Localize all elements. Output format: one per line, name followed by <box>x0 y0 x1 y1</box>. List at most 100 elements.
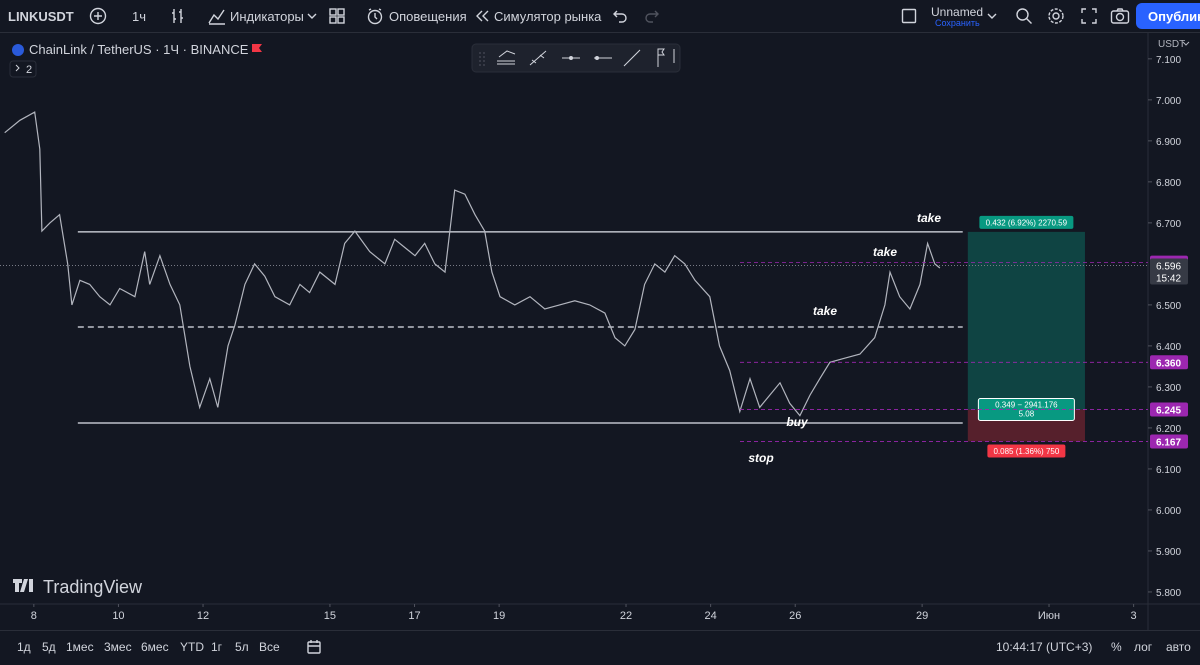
range-button[interactable]: YTD <box>180 640 204 654</box>
annotations: take take take buy stop <box>748 211 941 465</box>
publish[interactable]: Опубликовать <box>1148 9 1200 24</box>
currency[interactable]: USDT <box>1158 39 1185 50</box>
redo-icon[interactable] <box>644 8 660 24</box>
price-line <box>4 111 941 417</box>
y-tick-label: 6.800 <box>1156 178 1181 189</box>
x-tick-label: 24 <box>705 610 717 622</box>
range-button[interactable]: Все <box>259 640 280 654</box>
y-tick-label: 6.000 <box>1156 506 1181 517</box>
y-tick-label: 6.900 <box>1156 137 1181 148</box>
range-button[interactable]: 1д <box>17 640 31 654</box>
brand: TradingView <box>13 577 143 597</box>
x-tick-label: 15 <box>324 610 336 622</box>
indicator-count-box[interactable] <box>9 60 37 78</box>
last-price-label: 6.596 <box>1156 262 1181 273</box>
y-tick-label: 6.100 <box>1156 465 1181 476</box>
y-tick-label: 6.200 <box>1156 424 1181 435</box>
x-tick-label: Июн <box>1038 610 1060 622</box>
alerts[interactable]: Оповещения <box>389 9 467 24</box>
snapshot-icon[interactable] <box>1110 7 1130 25</box>
tool-icon[interactable] <box>497 50 516 65</box>
tool-icon[interactable] <box>623 49 641 67</box>
range-button[interactable]: 1мес <box>66 640 94 654</box>
currency-chevron[interactable] <box>1182 41 1190 46</box>
range-button[interactable]: 5д <box>42 640 56 654</box>
x-tick-label: 22 <box>620 610 632 622</box>
indicator-count[interactable]: 2 <box>26 64 32 76</box>
annotation[interactable]: take <box>873 245 897 259</box>
bottom-toolbar: 1д 5д 1мес 3мес 6мес YTD 1г 5л Все 10:44:17 (UTC… <box>0 630 1200 665</box>
chart: USDT ChainLink / TetherUS · 1Ч · BINANCE… <box>0 33 1200 630</box>
price-badge <box>1150 434 1188 449</box>
flag <box>252 44 262 52</box>
range-button[interactable]: 5л <box>235 640 249 654</box>
annotation[interactable]: buy <box>786 415 809 429</box>
ratio-label: 5.08 <box>1019 409 1035 418</box>
price-badge-label: 6.245 <box>1156 405 1181 416</box>
tool-icon[interactable] <box>657 48 675 67</box>
date-range-icon[interactable] <box>306 639 322 655</box>
tool-icon-dot <box>595 56 599 60</box>
symbol-logo <box>12 44 24 56</box>
settings-icon[interactable] <box>1047 7 1065 25</box>
legend-title: ChainLink / TetherUS · 1Ч · BINANCE <box>29 42 249 57</box>
percent[interactable]: % <box>1111 640 1122 654</box>
drawing-toolbar <box>471 43 681 73</box>
x-tick-label: 19 <box>493 610 505 622</box>
price-badge <box>1150 402 1188 417</box>
y-tick-label: 7.000 <box>1156 96 1181 107</box>
tool-icon[interactable] <box>529 50 547 66</box>
x-tick-label: 10 <box>112 610 124 622</box>
x-tick-label: 3 <box>1131 610 1137 622</box>
range-button[interactable]: 6мес <box>141 640 169 654</box>
chevron-icon[interactable] <box>306 10 318 22</box>
replay-icon[interactable] <box>474 9 490 23</box>
y-tick-label: 6.500 <box>1156 301 1181 312</box>
clock[interactable]: 10:44:17 (UTC+3) <box>996 640 1093 654</box>
countdown: 15:42 <box>1156 274 1181 285</box>
y-tick-label: 6.700 <box>1156 219 1181 230</box>
indicator-chevron[interactable] <box>15 64 20 72</box>
annotation[interactable]: take <box>917 211 941 225</box>
range-button[interactable]: 3мес <box>104 640 132 654</box>
annotation[interactable]: take <box>813 304 837 318</box>
x-tick-label: 26 <box>789 610 801 622</box>
price-badge-label: 6.360 <box>1156 358 1181 369</box>
y-tick-label: 6.400 <box>1156 342 1181 353</box>
log[interactable]: лог <box>1134 640 1153 654</box>
entry-label: 0.349 − 2941.176 <box>995 400 1058 409</box>
annotation[interactable]: stop <box>748 451 773 465</box>
x-tick-label: 12 <box>197 610 209 622</box>
layout-name[interactable]: Unnamed <box>931 5 984 19</box>
price-badge <box>1150 355 1188 370</box>
fullscreen-icon[interactable] <box>1080 7 1098 25</box>
layout-icon[interactable] <box>901 8 917 24</box>
interval[interactable]: 1ч <box>132 9 147 24</box>
layouts-icon[interactable] <box>328 7 346 25</box>
publish-button[interactable]: Опубликовать <box>1136 3 1200 29</box>
bars-icon[interactable] <box>170 7 186 25</box>
alert-icon[interactable] <box>366 7 384 25</box>
brand-name: TradingView <box>43 577 143 597</box>
symbol[interactable]: LINKUSDT <box>8 9 74 24</box>
target-zone <box>967 231 1085 410</box>
x-tick-label: 29 <box>916 610 928 622</box>
tool-icon-dot <box>569 56 573 60</box>
range-button[interactable]: 1г <box>211 640 223 654</box>
y-tick-label: 7.100 <box>1156 55 1181 66</box>
save[interactable]: Сохранить <box>935 18 980 28</box>
brand-logo <box>13 579 33 592</box>
last-price-badge <box>1150 258 1188 285</box>
add-symbol-icon[interactable] <box>89 7 107 25</box>
auto[interactable]: авто <box>1166 640 1191 654</box>
x-tick-label: 8 <box>31 610 37 622</box>
indicators[interactable]: Индикаторы <box>230 9 304 24</box>
stop-label: 0.085 (1.36%) 750 <box>993 447 1059 456</box>
search-icon[interactable] <box>1015 7 1033 25</box>
y-tick-label: 6.300 <box>1156 383 1181 394</box>
undo-icon[interactable] <box>612 8 628 24</box>
price-badge-label: 6.167 <box>1156 437 1181 448</box>
indicators-icon[interactable] <box>208 7 226 25</box>
simulator[interactable]: Симулятор рынка <box>494 9 602 24</box>
chevron-icon[interactable] <box>986 10 998 22</box>
